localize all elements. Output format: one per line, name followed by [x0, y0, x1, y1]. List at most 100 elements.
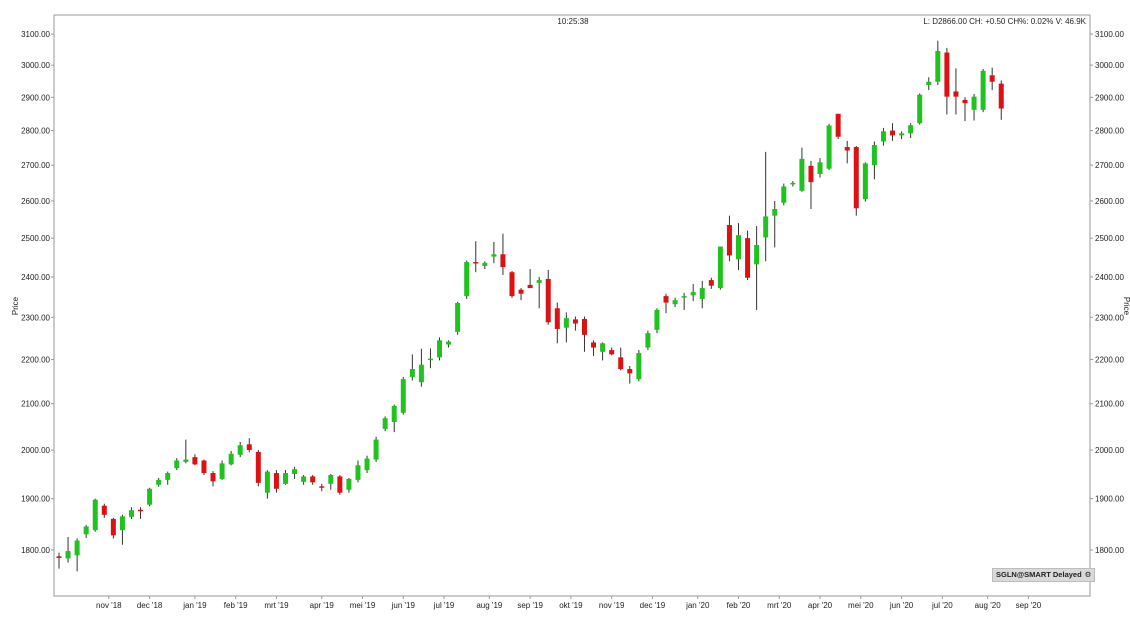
candle — [890, 123, 896, 141]
candle — [663, 293, 669, 314]
candle — [862, 162, 868, 202]
gear-icon[interactable]: ⚙ — [1084, 570, 1092, 579]
candle-body-up — [600, 343, 606, 352]
x-tick-label: jun '19 — [391, 601, 416, 610]
candle — [391, 404, 397, 433]
badge-label: SGLN@SMART Delayed — [996, 570, 1082, 579]
candle-body-up — [699, 288, 705, 299]
candle-body-up — [328, 474, 334, 484]
candle — [998, 80, 1004, 120]
candle — [581, 316, 587, 352]
candle-body-down — [708, 280, 714, 286]
candle — [790, 181, 796, 187]
candle — [871, 141, 877, 180]
candle — [482, 261, 488, 270]
candle-body-down — [101, 505, 107, 515]
candle-body-up — [781, 186, 787, 203]
y-tick-label-left: 1800.00 — [21, 546, 50, 555]
y-tick-label-left: 2300.00 — [21, 313, 50, 322]
candle-body-up — [74, 540, 80, 556]
candle-body-up — [491, 254, 497, 257]
candle-body-down — [591, 342, 597, 348]
candle — [980, 68, 986, 113]
candle — [609, 347, 615, 356]
candle-body-up — [264, 471, 270, 493]
candle-body-down — [192, 457, 198, 465]
candle-body-up — [292, 469, 298, 475]
candle — [437, 337, 443, 361]
x-tick-label: feb '20 — [727, 601, 751, 610]
candle-body-down — [853, 147, 859, 209]
candle — [319, 483, 325, 492]
candle — [699, 280, 705, 309]
x-tick-label: mrt '20 — [767, 601, 792, 610]
y-tick-label-left: 3100.00 — [21, 30, 50, 39]
candle — [953, 68, 959, 115]
candle-body-up — [636, 353, 642, 380]
candle — [808, 160, 814, 210]
candle — [944, 47, 950, 115]
candle — [328, 474, 334, 490]
candle — [165, 471, 171, 485]
delayed-data-badge[interactable]: SGLN@SMART Delayed ⚙ — [992, 568, 1096, 582]
candle-body-up — [147, 488, 153, 505]
x-tick-label: apr '19 — [310, 601, 335, 610]
y-tick-label-left: 3000.00 — [21, 61, 50, 70]
y-tick-label-right: 2900.00 — [1095, 93, 1124, 102]
candle-body-up — [446, 341, 452, 345]
candle-body-down — [138, 509, 144, 512]
candle — [917, 93, 923, 125]
y-tick-label-right: 2100.00 — [1095, 400, 1124, 409]
candle-body-down — [745, 238, 751, 278]
candle — [962, 97, 968, 122]
candle — [844, 140, 850, 164]
candle-body-up — [935, 50, 941, 82]
candle — [65, 536, 71, 563]
candle-body-up — [971, 96, 977, 110]
candle-body-up — [645, 333, 651, 348]
candle-body-up — [283, 473, 288, 484]
candle-body-up — [654, 309, 660, 330]
candle-body-up — [92, 499, 98, 531]
candle — [754, 226, 760, 310]
candle-body-up — [772, 209, 778, 216]
candle-body-up — [871, 144, 877, 166]
y-tick-label-right: 3000.00 — [1095, 61, 1124, 70]
candle — [545, 269, 551, 325]
candle-body-up — [464, 262, 470, 297]
candle — [273, 470, 279, 493]
candle-body-up — [899, 133, 905, 136]
candle-body-up — [980, 70, 986, 110]
candle-body-up — [128, 510, 134, 517]
x-tick-label: dec '18 — [137, 601, 163, 610]
candle — [509, 271, 515, 298]
candle — [301, 474, 307, 485]
x-tick-label: apr '20 — [808, 601, 833, 610]
candle — [799, 147, 805, 192]
y-tick-label-right: 2400.00 — [1095, 273, 1124, 282]
candle-body-up — [536, 280, 542, 283]
candle-body-down — [808, 165, 814, 183]
candle — [192, 454, 198, 466]
candle — [627, 366, 633, 384]
candle — [763, 151, 769, 262]
candle — [56, 552, 62, 569]
x-tick-label: jan '19 — [182, 601, 207, 610]
candle-body-up — [237, 445, 243, 455]
candle-body-down — [572, 319, 578, 324]
candle — [717, 246, 723, 290]
candle-body-up — [174, 460, 180, 469]
candle — [210, 471, 216, 487]
candle-body-down — [989, 75, 995, 82]
candle-body-down — [500, 254, 506, 268]
x-tick-label: jul '19 — [433, 601, 455, 610]
candle — [880, 127, 886, 146]
candle — [473, 241, 479, 273]
candle-body-up — [373, 439, 379, 460]
y-tick-label-right: 2700.00 — [1095, 161, 1124, 170]
y-tick-label-left: 2600.00 — [21, 197, 50, 206]
candle-body-down — [310, 476, 316, 483]
candle — [681, 292, 687, 310]
candle-body-down — [554, 308, 560, 329]
candle-body-up — [409, 369, 415, 377]
